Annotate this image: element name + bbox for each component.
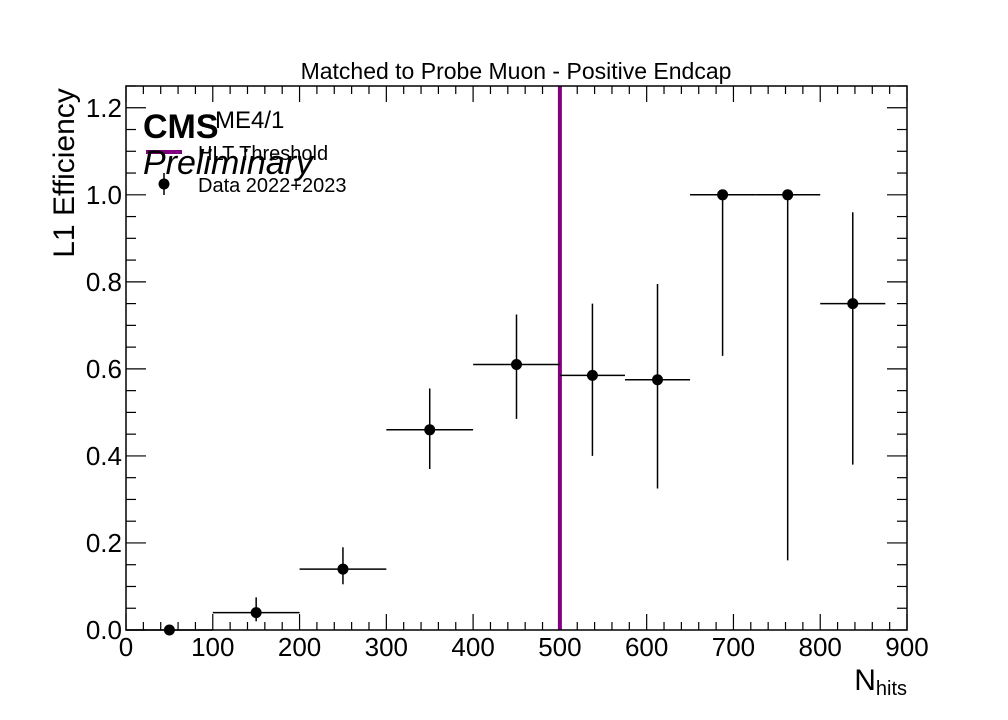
cms-label: CMS <box>143 108 219 146</box>
y-axis-label: L1 Efficiency <box>48 88 81 258</box>
data-point <box>212 597 300 622</box>
data-marker <box>847 298 859 310</box>
y-tick-label: 1.0 <box>86 180 122 210</box>
y-tick-label: 0.8 <box>86 267 122 297</box>
legend-threshold-label: HLT Threshold <box>198 143 328 165</box>
x-tick-label: 0 <box>119 632 133 662</box>
legend-data-label: Data 2022+2023 <box>198 175 346 197</box>
data-marker <box>250 607 262 619</box>
x-tick-label: 500 <box>538 632 581 662</box>
chart-title: Matched to Probe Muon - Positive Endcap <box>301 58 732 84</box>
data-marker <box>586 369 598 381</box>
x-tick-label: 200 <box>278 632 321 662</box>
data-marker <box>652 374 664 386</box>
data-marker <box>717 189 729 201</box>
data-marker <box>511 359 522 371</box>
y-tick-label: 0.0 <box>86 615 122 645</box>
x-tick-label: 400 <box>451 632 494 662</box>
x-axis-label-main: N <box>854 664 876 697</box>
x-tick-label: 100 <box>191 632 234 662</box>
data-point <box>755 189 821 561</box>
legend: HLT Threshold Data 2022+2023 <box>146 143 346 197</box>
data-point <box>820 212 886 465</box>
legend-data-swatch-marker <box>158 178 170 190</box>
axis-tick-labels: 0 100 200 300 400 500 600 700 800 900 0.0 0.2 0.4 0.6… <box>86 93 929 662</box>
data-points <box>126 189 886 636</box>
region-label: ME4/1 <box>215 107 284 134</box>
data-marker <box>424 424 436 436</box>
y-tick-label: 0.4 <box>86 441 122 471</box>
data-point <box>386 388 474 469</box>
x-axis-label-subscript: hits <box>876 678 907 700</box>
x-tick-label: 600 <box>625 632 668 662</box>
data-point <box>299 547 387 585</box>
x-tick-label: 900 <box>885 632 928 662</box>
preliminary-label: Preliminary <box>143 144 315 182</box>
y-tick-label: 1.2 <box>86 93 122 123</box>
data-point <box>624 284 691 489</box>
x-tick-label: 300 <box>365 632 408 662</box>
data-point <box>690 189 756 356</box>
x-tick-label: 800 <box>799 632 842 662</box>
data-point <box>473 314 560 419</box>
plot-frame <box>125 85 908 631</box>
y-tick-label: 0.2 <box>86 528 122 558</box>
data-point <box>559 303 625 456</box>
y-tick-label: 0.6 <box>86 354 122 384</box>
data-marker <box>782 189 794 201</box>
axis-ticks <box>125 85 908 631</box>
x-axis-label: Nhits <box>854 664 907 700</box>
x-tick-label: 700 <box>712 632 755 662</box>
data-marker <box>337 563 349 575</box>
